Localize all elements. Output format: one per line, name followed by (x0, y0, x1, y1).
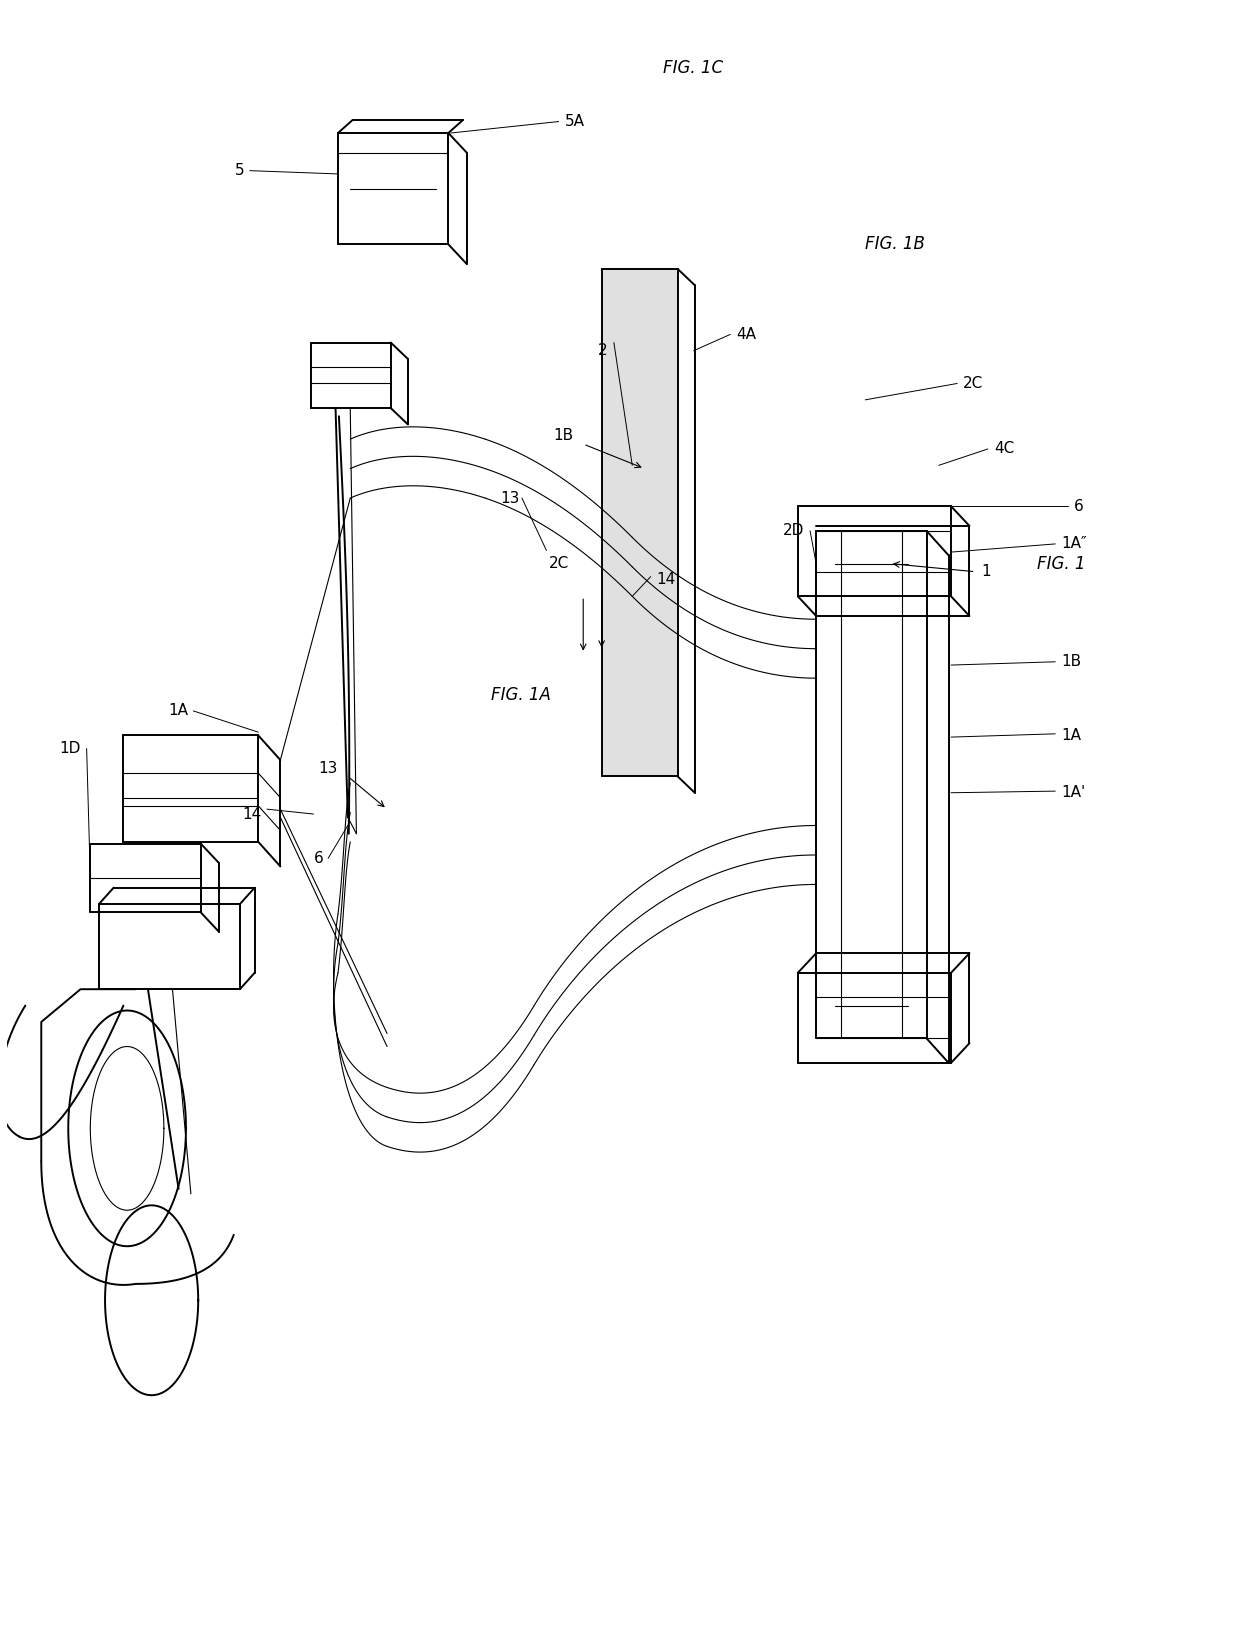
Text: FIG. 1A: FIG. 1A (491, 685, 551, 703)
Text: 1B: 1B (553, 428, 573, 444)
Text: 1: 1 (982, 565, 991, 580)
Text: 1A″: 1A″ (1061, 537, 1087, 551)
Text: 5: 5 (236, 163, 244, 178)
Text: 5A: 5A (565, 114, 585, 129)
Text: 13: 13 (319, 761, 339, 776)
Text: FIG. 1B: FIG. 1B (866, 236, 925, 253)
Text: 14: 14 (243, 807, 262, 822)
Text: 1A: 1A (169, 703, 188, 718)
Text: 2D: 2D (782, 523, 804, 538)
Text: 6: 6 (314, 850, 324, 865)
Text: 6: 6 (1074, 499, 1084, 513)
Text: 1B: 1B (1061, 654, 1081, 669)
Text: FIG. 1: FIG. 1 (1037, 555, 1085, 573)
Text: 14: 14 (657, 573, 676, 588)
Text: 2: 2 (598, 343, 608, 358)
Text: 4C: 4C (994, 441, 1014, 456)
Text: 1A: 1A (1061, 728, 1081, 743)
Text: 4A: 4A (737, 327, 756, 342)
Text: 13: 13 (500, 490, 520, 505)
Text: FIG. 1C: FIG. 1C (663, 58, 723, 76)
Text: 1D: 1D (60, 741, 81, 756)
Text: 2C: 2C (963, 376, 983, 391)
FancyBboxPatch shape (601, 269, 677, 776)
Text: 2C: 2C (548, 556, 569, 571)
Text: 1A': 1A' (1061, 786, 1086, 801)
